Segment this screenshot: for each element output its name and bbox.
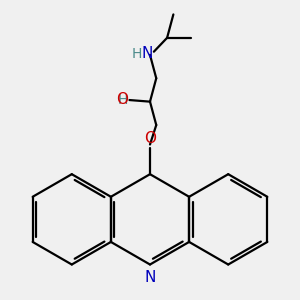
Text: N: N — [142, 46, 153, 61]
Text: N: N — [144, 270, 156, 285]
Text: H: H — [132, 46, 142, 61]
Text: O: O — [116, 92, 128, 107]
Text: H: H — [117, 93, 128, 107]
Text: O: O — [144, 131, 156, 146]
